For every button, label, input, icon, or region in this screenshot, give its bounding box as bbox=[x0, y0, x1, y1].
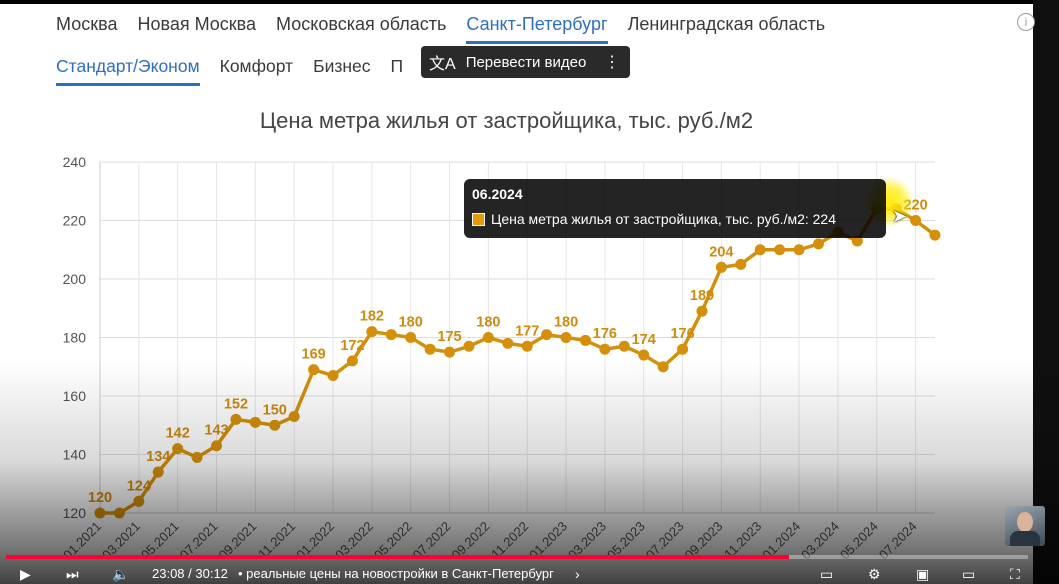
y-tick-label: 200 bbox=[63, 271, 87, 287]
data-label: 174 bbox=[632, 332, 656, 348]
data-point bbox=[677, 343, 689, 355]
data-point bbox=[424, 343, 436, 355]
data-point bbox=[560, 332, 572, 343]
region-tabs: Москва Новая Москва Московская область Санк… bbox=[56, 14, 825, 44]
data-point bbox=[735, 258, 747, 270]
data-point bbox=[929, 229, 941, 241]
data-point bbox=[502, 337, 514, 349]
class-tab-3[interactable]: П bbox=[390, 56, 404, 76]
translate-icon: 文A bbox=[429, 56, 456, 73]
data-label: 189 bbox=[690, 288, 714, 304]
data-point bbox=[521, 340, 533, 352]
data-point bbox=[793, 244, 805, 256]
player-gradient-overlay bbox=[0, 360, 1059, 584]
translate-video-button[interactable]: 文A Перевести видео ⋮ bbox=[421, 46, 630, 78]
data-point bbox=[851, 235, 863, 247]
data-label: 180 bbox=[476, 315, 500, 331]
data-point bbox=[910, 215, 922, 226]
tooltip-date: 06.2024 bbox=[472, 186, 523, 202]
next-icon[interactable]: ⏭ bbox=[66, 566, 79, 582]
data-point bbox=[463, 340, 475, 352]
volume-icon[interactable]: 🔈 bbox=[112, 566, 130, 582]
info-icon[interactable]: i bbox=[1017, 13, 1035, 31]
data-point bbox=[482, 332, 494, 343]
theater-icon[interactable]: ▭ bbox=[962, 566, 976, 582]
fullscreen-icon[interactable]: ⛶ bbox=[1010, 566, 1020, 582]
chart-title: Цена метра жилья от застройщика, тыс. ру… bbox=[259, 108, 754, 133]
more-options-icon[interactable]: ⋮ bbox=[604, 54, 620, 71]
avatar-head bbox=[1017, 512, 1033, 532]
chart-tooltip: 06.2024 Цена метра жилья от застройщика,… bbox=[464, 179, 886, 238]
data-point bbox=[405, 332, 417, 343]
tooltip-swatch-icon bbox=[472, 212, 485, 226]
data-point bbox=[444, 346, 456, 358]
data-point bbox=[754, 244, 766, 256]
mouse-cursor-icon: ➤ bbox=[892, 206, 908, 226]
region-tab-4[interactable]: Ленинградская область bbox=[627, 14, 826, 34]
data-label: 172 bbox=[340, 338, 364, 354]
data-point bbox=[599, 343, 611, 355]
class-tab-1[interactable]: Комфорт bbox=[219, 56, 294, 76]
data-point bbox=[579, 334, 591, 346]
data-label: 176 bbox=[670, 326, 694, 342]
video-title[interactable]: • реальные цены на новостройки в Санкт-П… bbox=[238, 566, 554, 581]
class-tabs: Стандарт/Эконом Комфорт Бизнес П bbox=[56, 56, 403, 86]
progress-bar[interactable] bbox=[6, 555, 1028, 559]
settings-icon[interactable]: ⚙ bbox=[868, 566, 881, 582]
player-controls: ▶ ⏭ 🔈 23:08 / 30:12 • реальные цены на н… bbox=[0, 566, 1059, 584]
subtitles-icon[interactable]: ▭ bbox=[820, 566, 834, 582]
avatar-body bbox=[1010, 531, 1040, 546]
data-point bbox=[541, 329, 553, 341]
region-tab-2[interactable]: Московская область bbox=[276, 14, 447, 34]
class-tab-2[interactable]: Бизнес bbox=[313, 56, 371, 76]
data-point bbox=[774, 244, 786, 256]
data-point bbox=[638, 349, 650, 361]
y-tick-label: 240 bbox=[63, 154, 87, 170]
data-label: 176 bbox=[593, 326, 617, 342]
channel-avatar[interactable] bbox=[1005, 506, 1045, 546]
data-point bbox=[618, 340, 630, 352]
time-display: 23:08 / 30:12 bbox=[152, 566, 228, 581]
data-label: 180 bbox=[399, 315, 423, 331]
data-label: 204 bbox=[709, 244, 733, 260]
play-icon[interactable]: ▶ bbox=[20, 566, 31, 582]
miniplayer-icon[interactable]: ▣ bbox=[916, 566, 930, 582]
data-label: 175 bbox=[437, 329, 461, 345]
data-label: 177 bbox=[515, 323, 539, 339]
chevron-right-icon[interactable]: › bbox=[575, 566, 580, 582]
y-tick-label: 180 bbox=[63, 330, 87, 346]
translate-video-label: Перевести видео bbox=[465, 53, 587, 71]
progress-played bbox=[6, 555, 789, 559]
data-point bbox=[696, 305, 708, 317]
data-label: 180 bbox=[554, 315, 578, 331]
region-tab-3[interactable]: Санкт-Петербург bbox=[466, 14, 608, 44]
region-tab-1[interactable]: Новая Москва bbox=[137, 14, 257, 34]
data-point bbox=[385, 329, 397, 341]
class-tab-0[interactable]: Стандарт/Эконом bbox=[56, 56, 200, 86]
data-point bbox=[366, 326, 378, 338]
y-tick-label: 220 bbox=[63, 213, 87, 229]
tooltip-row: Цена метра жилья от застройщика, тыс. ру… bbox=[472, 211, 878, 227]
data-label: 182 bbox=[360, 309, 384, 325]
region-tab-0[interactable]: Москва bbox=[56, 14, 118, 34]
data-label: 169 bbox=[302, 347, 326, 363]
tooltip-text: Цена метра жилья от застройщика, тыс. ру… bbox=[491, 211, 837, 227]
data-point bbox=[715, 261, 727, 273]
data-point bbox=[812, 238, 824, 250]
